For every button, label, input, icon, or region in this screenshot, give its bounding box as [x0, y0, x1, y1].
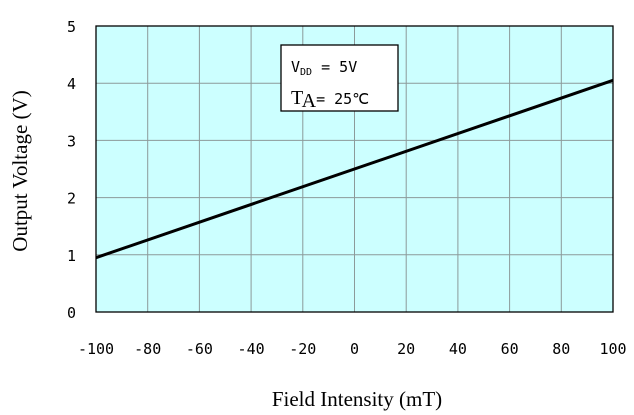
y-tick-label: 5: [67, 18, 76, 36]
x-tick-label: 40: [449, 340, 467, 358]
x-tick-label: -40: [238, 340, 265, 358]
y-tick-label: 1: [67, 247, 76, 265]
y-tick-label: 0: [67, 304, 76, 322]
y-tick-labels: 0 1 2 3 4 5: [67, 18, 76, 322]
grid: [96, 26, 613, 312]
annotation-frame: [280, 44, 399, 112]
x-axis-label: Field Intensity (mT): [272, 387, 442, 411]
x-tick-label: 20: [397, 340, 415, 358]
annotation-ta: TA= 25℃: [291, 87, 369, 112]
x-tick-label: -100: [78, 340, 114, 358]
x-tick-label: 80: [552, 340, 570, 358]
annotation-vdd: VDD = 5V: [291, 58, 357, 78]
series-layer: [95, 78, 614, 260]
y-tick-label: 2: [67, 190, 76, 208]
x-tick-label: -80: [134, 340, 161, 358]
x-tick-labels: -100 -80 -60 -40 -20 0 20 40 60 80 100: [78, 340, 627, 358]
x-tick-label: 60: [501, 340, 519, 358]
y-tick-label: 4: [67, 75, 76, 93]
x-tick-label: -60: [186, 340, 213, 358]
y-tick-label: 3: [67, 132, 76, 150]
annotation-box: VDD = 5V TA= 25℃: [280, 44, 399, 112]
series-line: [95, 78, 614, 260]
x-tick-label: 0: [350, 340, 359, 358]
plot-border: [95, 25, 614, 313]
y-axis-label: Output Voltage (V): [8, 90, 32, 251]
x-tick-label: -20: [289, 340, 316, 358]
x-tick-label: 100: [599, 340, 626, 358]
